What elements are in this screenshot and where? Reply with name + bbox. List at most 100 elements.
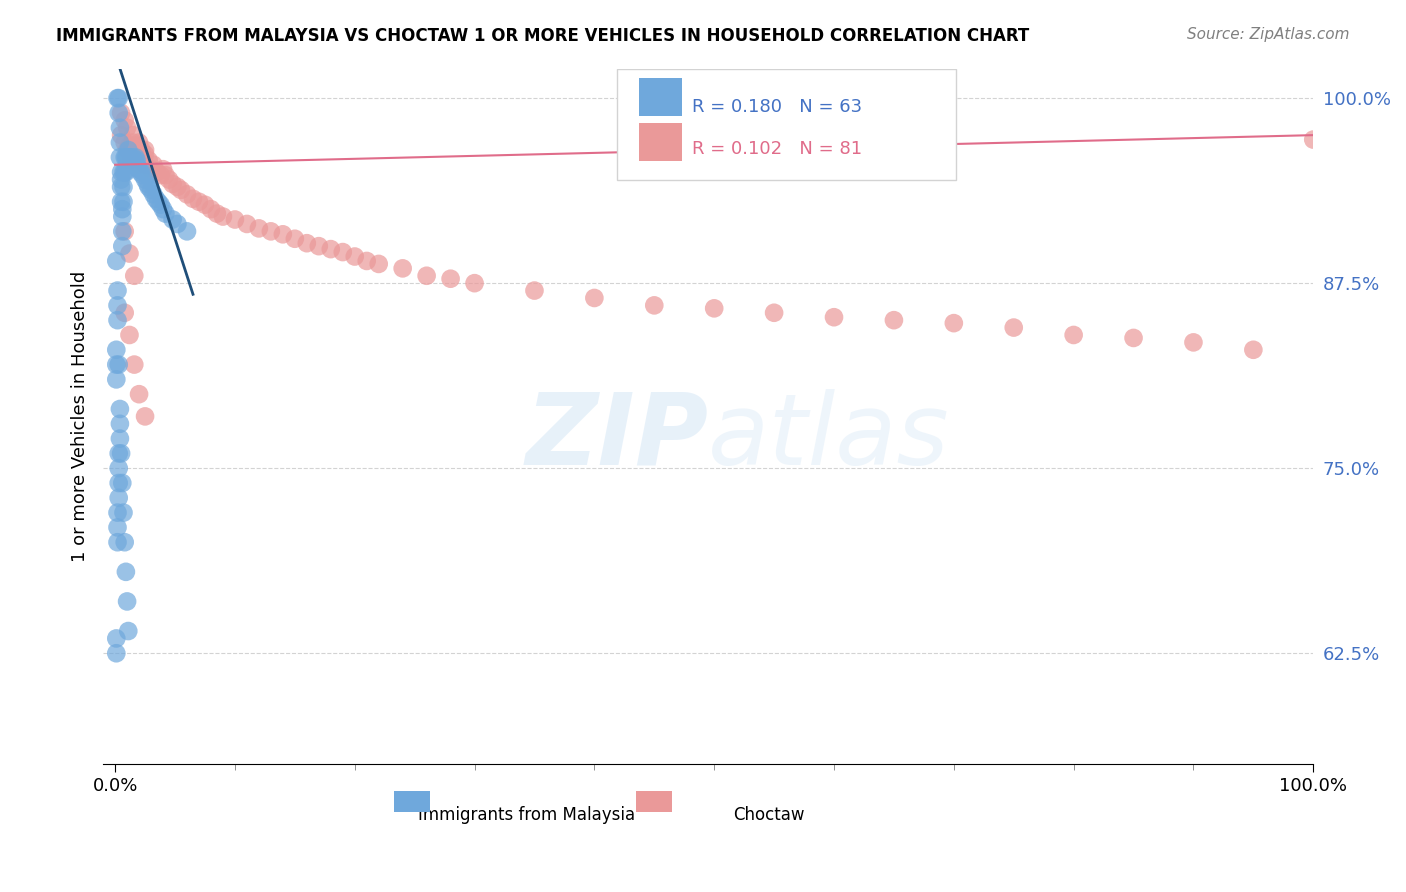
Point	[118, 246, 141, 260]
Point	[464, 276, 486, 290]
Point	[125, 143, 148, 157]
Point	[111, 239, 134, 253]
Point	[1063, 328, 1085, 343]
Point	[107, 284, 129, 298]
Point	[260, 224, 283, 238]
Point	[118, 138, 141, 153]
Point	[236, 217, 259, 231]
Point	[105, 372, 128, 386]
Point	[107, 358, 129, 372]
Point	[122, 136, 145, 150]
Bar	[640, 78, 682, 116]
Point	[205, 206, 228, 220]
Bar	[636, 790, 672, 812]
Point	[170, 183, 193, 197]
Point	[128, 387, 150, 401]
Point	[110, 128, 132, 142]
Point	[391, 261, 413, 276]
Point	[188, 194, 211, 209]
Point	[114, 224, 136, 238]
Point	[108, 150, 131, 164]
Point	[138, 153, 160, 168]
Point	[152, 162, 174, 177]
Point	[122, 128, 145, 142]
Point	[117, 150, 139, 164]
Point	[703, 301, 725, 316]
Point	[271, 227, 294, 242]
Point	[107, 506, 129, 520]
Point	[124, 138, 146, 153]
Point	[131, 163, 153, 178]
Point	[145, 192, 167, 206]
Point	[166, 180, 188, 194]
Point	[115, 594, 138, 608]
Point	[105, 254, 128, 268]
Point	[643, 298, 665, 312]
Point	[128, 162, 150, 177]
Text: Choctaw: Choctaw	[733, 806, 804, 824]
Point	[122, 150, 145, 164]
Point	[120, 153, 142, 168]
Point	[108, 120, 131, 135]
Point	[224, 212, 246, 227]
Point	[107, 475, 129, 490]
Point	[118, 328, 141, 343]
Point	[115, 150, 138, 164]
Point	[157, 172, 180, 186]
Point	[176, 224, 198, 238]
Point	[332, 245, 354, 260]
Point	[114, 165, 136, 179]
Point	[112, 165, 135, 179]
Point	[1302, 132, 1324, 146]
Point	[115, 565, 138, 579]
Point	[107, 446, 129, 460]
Text: ZIP: ZIP	[526, 389, 709, 486]
Point	[139, 183, 162, 197]
Point	[108, 136, 131, 150]
Point	[112, 194, 135, 209]
Point	[284, 232, 307, 246]
Point	[111, 224, 134, 238]
Point	[112, 180, 135, 194]
Point	[115, 165, 138, 179]
Point	[107, 298, 129, 312]
Point	[124, 154, 146, 169]
Point	[114, 150, 136, 164]
Point	[115, 143, 138, 157]
Point	[115, 158, 138, 172]
Text: atlas: atlas	[709, 389, 950, 486]
Point	[105, 343, 128, 357]
Point	[115, 120, 138, 135]
Point	[1241, 343, 1264, 357]
Point	[149, 168, 172, 182]
Point	[110, 106, 132, 120]
Point	[176, 187, 198, 202]
Point	[117, 143, 139, 157]
Point	[166, 217, 188, 231]
Point	[181, 192, 204, 206]
Point	[942, 316, 965, 330]
Point	[111, 210, 134, 224]
Point	[343, 250, 366, 264]
Point	[142, 187, 165, 202]
Text: R = 0.180   N = 63: R = 0.180 N = 63	[693, 97, 863, 116]
Point	[131, 168, 153, 182]
Point	[152, 202, 174, 216]
Point	[128, 150, 150, 164]
Point	[131, 143, 153, 157]
Point	[212, 210, 235, 224]
Point	[125, 153, 148, 168]
Point	[142, 158, 165, 172]
Point	[125, 158, 148, 172]
Point	[367, 257, 389, 271]
Point	[122, 143, 145, 157]
Point	[148, 194, 170, 209]
Point	[118, 150, 141, 164]
Point	[114, 306, 136, 320]
Point	[129, 165, 152, 179]
Point	[134, 158, 156, 172]
Point	[110, 172, 132, 186]
Point	[120, 150, 142, 164]
Point	[110, 165, 132, 179]
Point	[883, 313, 905, 327]
